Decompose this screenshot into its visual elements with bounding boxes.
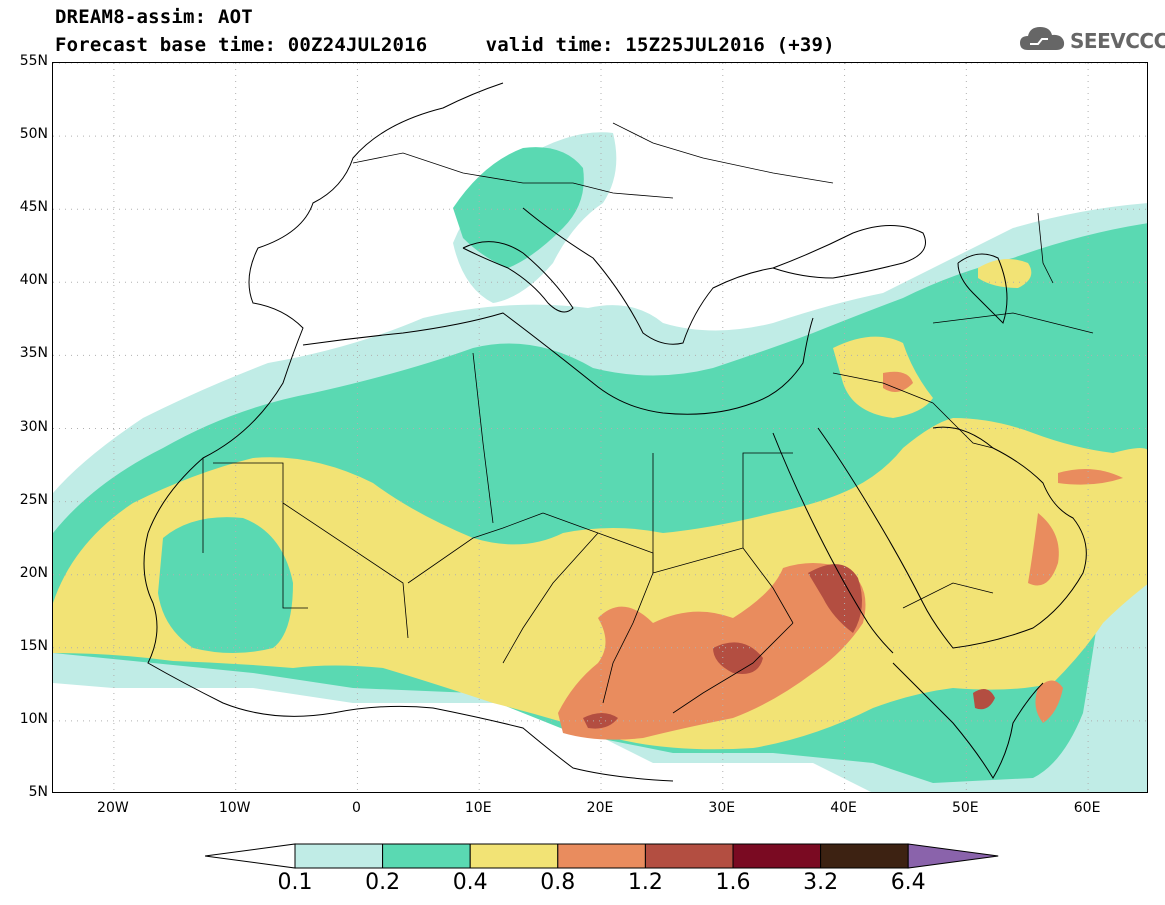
colorbar-level-label: 0.1 bbox=[277, 870, 313, 895]
forecast-time-subtitle: Forecast base time: 00Z24JUL2016 valid t… bbox=[55, 34, 835, 56]
colorbar bbox=[205, 843, 999, 869]
colorbar-segment bbox=[732, 843, 822, 869]
colorbar-segment bbox=[820, 843, 909, 869]
lat-label: 35N bbox=[19, 345, 48, 362]
lon-label: 30E bbox=[708, 800, 736, 816]
lat-label: 30N bbox=[19, 418, 48, 435]
lon-label: 0 bbox=[351, 800, 361, 816]
aot-band-0.8 bbox=[558, 563, 866, 740]
colorbar-level-label: 1.6 bbox=[715, 870, 751, 895]
aot-band-0.8-oman bbox=[1028, 513, 1059, 586]
seevccc-logo: SEEVCCC bbox=[1018, 22, 1165, 56]
lon-label: 50E bbox=[951, 800, 979, 816]
aot-band-0.2-mauritania bbox=[158, 517, 293, 653]
colorbar-over-triangle bbox=[907, 843, 999, 869]
country-borders bbox=[202, 122, 1094, 714]
coastline-balkans-greece bbox=[522, 207, 774, 345]
lat-label: 55N bbox=[19, 53, 48, 69]
lat-label: 10N bbox=[19, 710, 48, 727]
lat-label: 5N bbox=[28, 784, 48, 800]
coastline-black-sea bbox=[772, 225, 926, 279]
coastlines bbox=[143, 82, 1087, 782]
aot-map bbox=[52, 62, 1148, 793]
lat-label: 15N bbox=[19, 637, 48, 654]
lon-label: 60E bbox=[1073, 800, 1101, 816]
lon-label: 10E bbox=[464, 800, 492, 816]
coastline-red-sea bbox=[772, 432, 894, 654]
lat-label: 25N bbox=[19, 491, 48, 508]
aot-band-0.8-gulf bbox=[1058, 469, 1123, 485]
lon-label: 20W bbox=[97, 800, 129, 816]
logo-text: SEEVCCC bbox=[1070, 29, 1165, 53]
colorbar-level-label: 0.4 bbox=[452, 870, 488, 895]
colorbar-segment bbox=[644, 843, 734, 869]
lat-label: 20N bbox=[19, 564, 48, 581]
lon-label: 10W bbox=[218, 800, 251, 816]
colorbar-level-label: 0.2 bbox=[365, 870, 401, 895]
colorbar-segment bbox=[294, 843, 384, 869]
aot-band-0.8-arabia bbox=[1035, 680, 1063, 723]
aot-band-0.2-europe bbox=[453, 147, 584, 268]
colorbar-segment bbox=[557, 843, 646, 869]
coastline-caspian bbox=[957, 253, 1008, 324]
chart-title: DREAM8-assim: AOT bbox=[55, 6, 253, 28]
coastline-horn bbox=[892, 662, 1044, 779]
aot-band-1.2-sudan bbox=[808, 564, 862, 633]
lon-label: 40E bbox=[830, 800, 857, 816]
aot-band-1.2-somalia bbox=[973, 689, 995, 710]
colorbar-segment bbox=[469, 843, 559, 869]
coastline-arabia bbox=[817, 426, 1087, 649]
aot-band-1.2 bbox=[713, 642, 763, 674]
colorbar-segment bbox=[382, 843, 471, 869]
aot-band-1.2-chad bbox=[583, 713, 618, 729]
aot-shading bbox=[53, 132, 1147, 792]
colorbar-level-label: 3.2 bbox=[803, 870, 839, 895]
coastline-north-africa bbox=[302, 312, 814, 415]
aot-band-0.8-iraq bbox=[883, 371, 913, 392]
colorbar-level-label: 0.8 bbox=[540, 870, 576, 895]
lon-label: 20E bbox=[586, 800, 614, 816]
aot-band-0.4-caspian bbox=[978, 259, 1032, 288]
cloud-icon bbox=[1020, 27, 1065, 50]
colorbar-level-label: 1.2 bbox=[627, 870, 663, 895]
aot-band-0.4 bbox=[53, 418, 1147, 750]
colorbar-level-label: 6.4 bbox=[890, 870, 926, 895]
lat-label: 50N bbox=[19, 126, 48, 143]
colorbar-under-triangle bbox=[205, 843, 296, 869]
lat-label: 40N bbox=[19, 272, 48, 289]
coastline-italy bbox=[462, 241, 574, 313]
coastline-europe-africa bbox=[147, 82, 504, 534]
lat-label: 45N bbox=[19, 199, 48, 216]
map-canvas bbox=[53, 63, 1147, 792]
coastline-west-africa bbox=[143, 532, 674, 782]
